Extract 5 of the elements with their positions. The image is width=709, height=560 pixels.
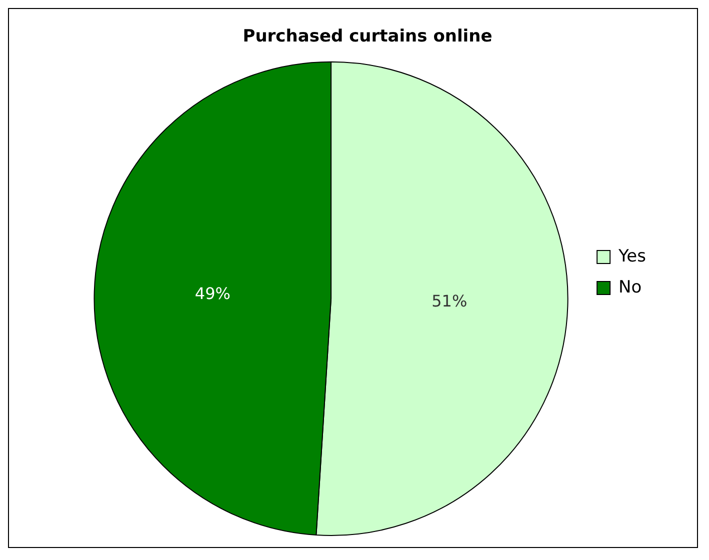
data-label: 51%: [432, 292, 468, 311]
legend-label: Yes: [618, 246, 646, 266]
legend-label: No: [618, 277, 642, 298]
chart-title: Purchased curtains online: [242, 26, 492, 47]
data-label: 49%: [194, 284, 230, 304]
